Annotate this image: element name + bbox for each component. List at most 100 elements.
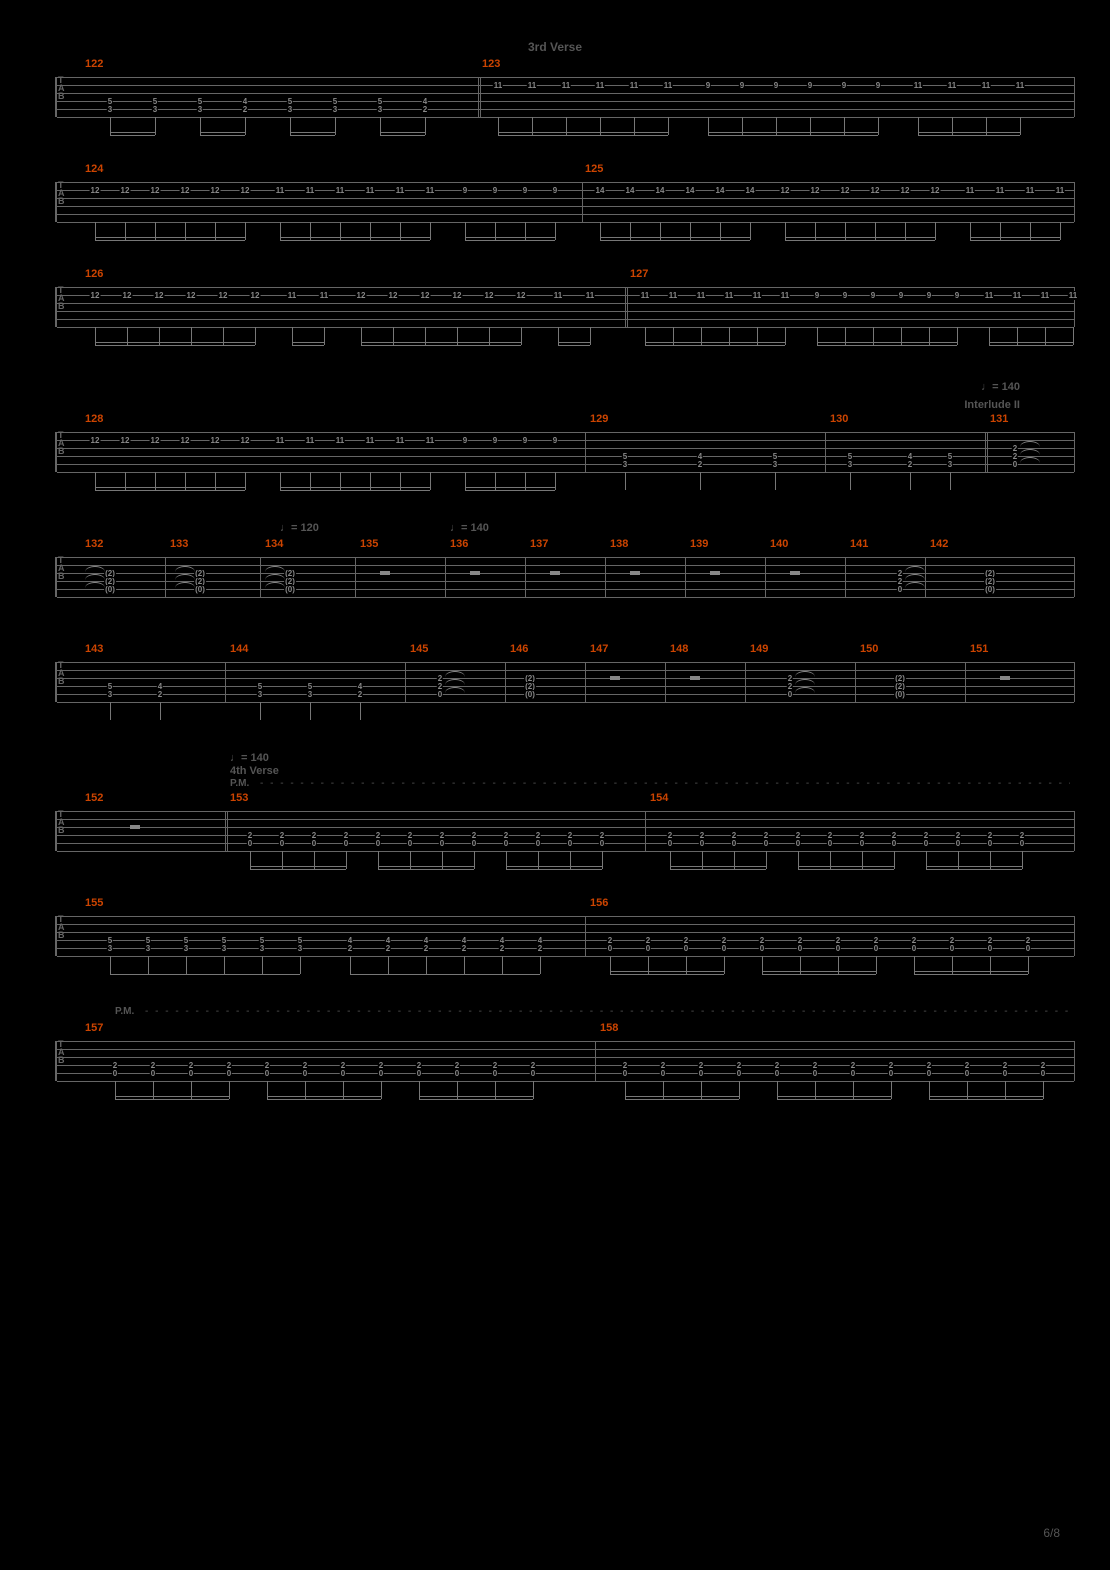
fret-number: (0): [984, 585, 996, 594]
measure-number: 127: [630, 268, 648, 280]
fret-number: 11: [335, 436, 345, 445]
fret-number: 2: [537, 944, 543, 953]
fret-number: 0: [827, 839, 833, 848]
fret-number: 3: [377, 105, 383, 114]
fret-number: 11: [553, 291, 563, 300]
measure-number: 137: [530, 538, 548, 550]
fret-number: 0: [698, 1069, 704, 1078]
section-4th-verse-label: 4th Verse: [230, 765, 279, 777]
fret-number: 0: [188, 1069, 194, 1078]
fret-number: 12: [180, 186, 191, 195]
annotation-4th-verse: ♩= 140 4th Verse P.M. - - - - - - - - - …: [30, 752, 1080, 792]
fret-number: 11: [1055, 186, 1065, 195]
barline: [225, 811, 228, 851]
measure-number: 135: [360, 538, 378, 550]
fret-number: 11: [724, 291, 734, 300]
fret-number: 0: [340, 1069, 346, 1078]
barline: [585, 662, 586, 702]
fret-number: 11: [319, 291, 329, 300]
fret-number: 12: [150, 436, 161, 445]
fret-number: 12: [210, 186, 221, 195]
fret-number: 2: [461, 944, 467, 953]
measure-number: 145: [410, 643, 428, 655]
fret-number: 3: [287, 105, 293, 114]
fret-number: 3: [947, 460, 953, 469]
fret-number: 0: [112, 1069, 118, 1078]
fret-number: 11: [275, 186, 285, 195]
fret-number: 0: [454, 1069, 460, 1078]
measure-number: 143: [85, 643, 103, 655]
fret-number: (0): [284, 585, 296, 594]
fret-number: 2: [697, 460, 703, 469]
measure-number: 155: [85, 897, 103, 909]
fret-number: 11: [1040, 291, 1050, 300]
fret-number: 12: [218, 291, 229, 300]
fret-number: 3: [257, 690, 263, 699]
barline: [225, 662, 226, 702]
rest: [690, 676, 700, 680]
fret-number: 9: [773, 81, 779, 90]
fret-number: 0: [503, 839, 509, 848]
fret-number: 9: [842, 291, 848, 300]
fret-number: 9: [552, 436, 558, 445]
pm-label-2: P.M.: [115, 1006, 134, 1017]
fret-number: 9: [705, 81, 711, 90]
barline: [645, 811, 646, 851]
fret-number: (0): [104, 585, 116, 594]
tab-clef: TAB: [58, 556, 65, 580]
fret-number: (0): [894, 690, 906, 699]
fret-number: 0: [731, 839, 737, 848]
tab-clef: TAB: [58, 1040, 65, 1064]
fret-number: 12: [122, 291, 133, 300]
fret-number: 11: [305, 186, 315, 195]
fret-number: 0: [774, 1069, 780, 1078]
staff-row-3: TAB1261271212121212121111121212121212111…: [30, 272, 1080, 347]
measure-number: 128: [85, 413, 103, 425]
fret-number: 3: [197, 105, 203, 114]
fret-number: 0: [645, 944, 651, 953]
measure-number: 156: [590, 897, 608, 909]
fret-number: 12: [150, 186, 161, 195]
fret-number: 12: [186, 291, 197, 300]
fret-number: 0: [607, 944, 613, 953]
fret-number: 0: [1019, 839, 1025, 848]
measure-number: 154: [650, 792, 668, 804]
barline: [825, 432, 826, 472]
fret-number: 0: [797, 944, 803, 953]
fret-number: 11: [668, 291, 678, 300]
fret-number: 9: [870, 291, 876, 300]
measure-number: 133: [170, 538, 188, 550]
measure-number: 123: [482, 58, 500, 70]
fret-number: 2: [157, 690, 163, 699]
fret-number: 0: [795, 839, 801, 848]
fret-number: 0: [567, 839, 573, 848]
fret-number: 2: [242, 105, 248, 114]
fret-number: 0: [279, 839, 285, 848]
fret-number: 9: [898, 291, 904, 300]
fret-number: 0: [850, 1069, 856, 1078]
section-title-3rd-verse: 3rd Verse: [30, 40, 1080, 54]
staff-row-8: TAB1551565353535353534242424242422020202…: [30, 901, 1080, 976]
fret-number: 0: [759, 944, 765, 953]
fret-number: 0: [859, 839, 865, 848]
fret-number: 2: [422, 105, 428, 114]
fret-number: 0: [964, 1069, 970, 1078]
fret-number: 12: [240, 186, 251, 195]
fret-number: 11: [1015, 81, 1025, 90]
fret-number: 12: [120, 436, 131, 445]
fret-number: 11: [696, 291, 706, 300]
measure-number: 131: [990, 413, 1008, 425]
barline: [855, 662, 856, 702]
fret-number: 12: [870, 186, 881, 195]
fret-number: 14: [655, 186, 666, 195]
page: 3rd Verse TAB122123535353425353534211111…: [0, 0, 1110, 1151]
barline: [685, 557, 686, 597]
fret-number: 0: [736, 1069, 742, 1078]
staff-row-9: TAB1571582020202020202020202020202020202…: [30, 1026, 1080, 1101]
barline: [845, 557, 846, 597]
fret-number: 3: [297, 944, 303, 953]
measure-number: 141: [850, 538, 868, 550]
fret-number: 0: [439, 839, 445, 848]
staff-row-6: TAB1431441451461471481491501515342535342…: [30, 647, 1080, 722]
fret-number: 0: [150, 1069, 156, 1078]
